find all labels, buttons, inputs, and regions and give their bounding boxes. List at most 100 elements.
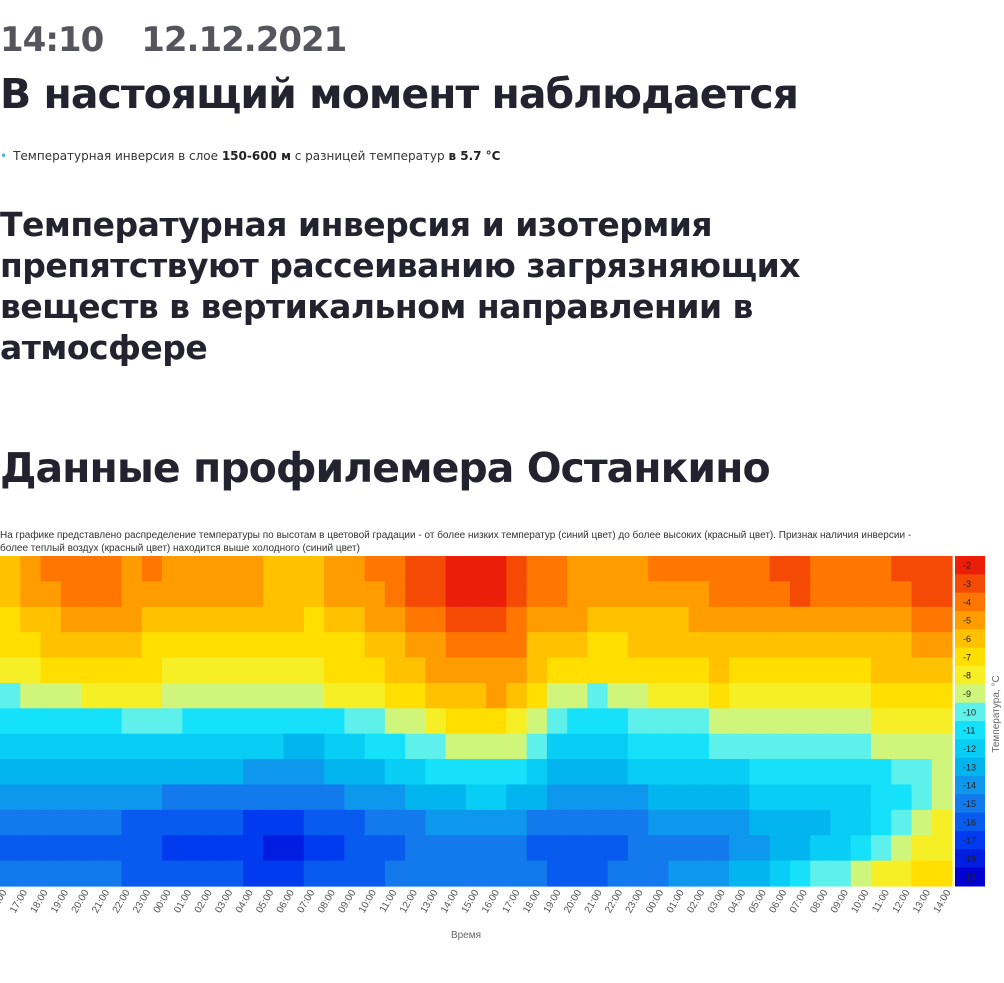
heatmap-cell [911,835,933,862]
heatmap-cell [141,632,163,659]
heatmap-cell [648,632,670,659]
colorbar-tick-label: -4 [963,597,971,607]
heatmap-cell [344,657,366,684]
heatmap-cell [40,708,62,735]
heatmap-cell [141,581,163,608]
heatmap-cell [465,581,487,608]
heatmap-cell [263,835,285,862]
heatmap-cell [789,835,811,862]
heatmap-cell [60,581,82,608]
heatmap-cell [40,581,62,608]
heatmap-cell [708,860,730,887]
heatmap-cell [344,581,366,608]
heatmap-cell [729,759,751,786]
heatmap-cell [891,606,913,633]
heatmap-cell [20,733,42,760]
heatmap-cell [850,632,872,659]
heatmap-cell [60,733,82,760]
heatmap-cell [405,657,426,684]
heatmap-cell [911,682,933,709]
x-tick-label: 18:00 [29,888,51,916]
heatmap-cell [567,581,589,608]
heatmap-cell [243,733,264,760]
heatmap-cell [81,581,102,608]
heatmap-cell [688,632,710,659]
heatmap-cell [749,809,771,836]
heatmap-cell [891,860,913,887]
heatmap-cell [789,759,811,786]
heatmap-cell [708,606,730,633]
heatmap-cell [121,784,143,811]
x-tick-label: 14:00 [439,888,461,916]
heatmap-cell [60,860,82,887]
heatmap-cell [749,581,771,608]
heatmap-cell [243,682,264,709]
heatmap-cell [506,606,528,633]
x-tick-label: 08:00 [316,888,338,916]
heatmap-cell [526,657,548,684]
heatmap-cell [648,556,670,582]
x-tick-label: 09:00 [829,888,851,916]
heatmap-cell [506,809,528,836]
datetime: 14:10 12.12.2021 [0,20,347,60]
heatmap-cell [425,632,447,659]
heatmap-cell [303,733,325,760]
heatmap-cell [729,682,751,709]
x-tick-label: 09:00 [336,888,358,916]
heatmap-cell [769,556,791,582]
heatmap-cell [506,556,528,582]
heatmap-cell [729,733,751,760]
heatmap-cell [324,784,345,811]
heatmap-cell [668,556,690,582]
heatmap-cell [0,606,21,633]
heatmap-cell [567,835,589,862]
heatmap-cell [506,708,528,735]
heatmap-cell [891,784,913,811]
heatmap-cell [465,733,487,760]
heatmap-cell [121,860,143,887]
heatmap-cell [202,606,224,633]
heatmap-cell [425,860,447,887]
heatmap-cell [668,682,690,709]
heatmap-cell [283,784,305,811]
observation-item: • Температурная инверсия в слое 150-600 м… [0,149,500,163]
heatmap-cell [567,759,589,786]
heatmap-cell [364,784,386,811]
heatmap-cell [20,682,42,709]
heatmap-cell [425,606,447,633]
heatmap-cell [364,809,386,836]
heatmap-cell [182,759,204,786]
heatmap-cell [587,809,609,836]
heatmap-cell [162,860,183,887]
heatmap-cell [627,708,649,735]
heatmap-cell [182,556,204,582]
x-axis-ticks: 16:0017:0018:0019:0020:0021:0022:0023:00… [0,888,954,916]
heatmap-cell [870,835,892,862]
heatmap-cell [749,835,771,862]
heatmap-cell [546,809,568,836]
x-tick-label: 17:00 [501,888,523,916]
heatmap-cell [850,809,872,836]
heatmap-cell [546,632,568,659]
heatmap-cell [182,657,204,684]
x-tick-label: 17:00 [8,888,30,916]
heatmap-cell [60,759,82,786]
x-tick-label: 21:00 [583,888,605,916]
heatmap-cell [668,632,690,659]
heatmap-cell [486,632,507,659]
heatmap-cell [303,581,325,608]
heatmap-cell [567,784,589,811]
heatmap-cell [121,759,143,786]
heatmap-cell [121,657,143,684]
heatmap-cell [769,860,791,887]
heatmap-cell [870,657,892,684]
heatmap-cell [121,556,143,582]
heatmap-cell [830,835,852,862]
heatmap-cell [708,581,730,608]
heatmap-cell [546,708,568,735]
heatmap-cell [202,784,224,811]
heatmap-cell [607,657,629,684]
heatmap-cell [182,733,204,760]
heatmap-cell [587,733,609,760]
x-tick-label: 15:00 [460,888,482,916]
